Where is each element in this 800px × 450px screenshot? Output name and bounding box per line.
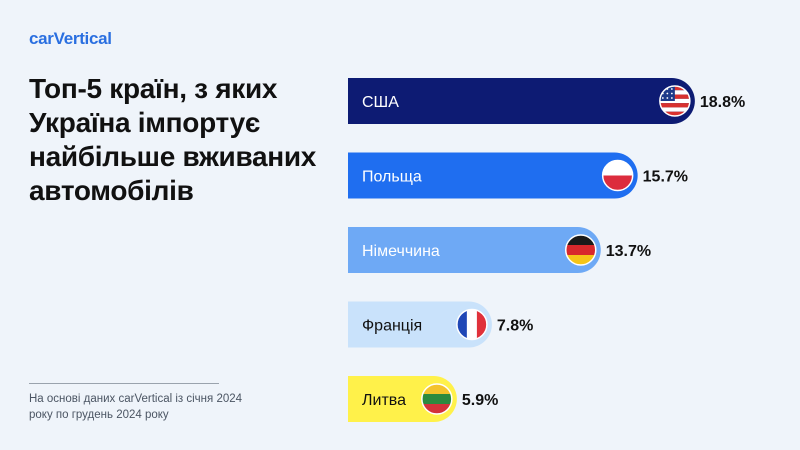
bar-value-label: 15.7%: [643, 169, 688, 186]
france-flag-icon: [456, 308, 488, 341]
bar-category-label: Литва: [362, 392, 406, 409]
source-footnote: На основі даних carVertical із січня 202…: [29, 393, 243, 421]
bar-value-label: 18.8%: [700, 94, 745, 111]
bar: [348, 152, 638, 199]
lithuania-flag-icon: [421, 383, 453, 415]
footnote-divider: [29, 383, 219, 384]
bar-category-label: Франція: [362, 318, 422, 335]
bar-value-label: 7.8%: [497, 318, 533, 335]
bar-value-label: 13.7%: [606, 243, 651, 260]
brand-logo: carVertical: [29, 29, 112, 48]
bar-category-label: Німеччина: [362, 243, 440, 260]
bar: [348, 227, 601, 273]
usa-flag-icon: [659, 85, 691, 117]
germany-flag-icon: [565, 234, 597, 266]
bar-category-label: Польща: [362, 169, 422, 186]
chart-title: Топ-5 країн, з яких Україна імпортує най…: [29, 73, 317, 206]
bar-value-label: 5.9%: [462, 392, 498, 409]
bar: [348, 301, 492, 348]
bar-category-label: США: [362, 94, 399, 111]
bar: [348, 78, 695, 124]
poland-flag-icon: [601, 159, 634, 192]
